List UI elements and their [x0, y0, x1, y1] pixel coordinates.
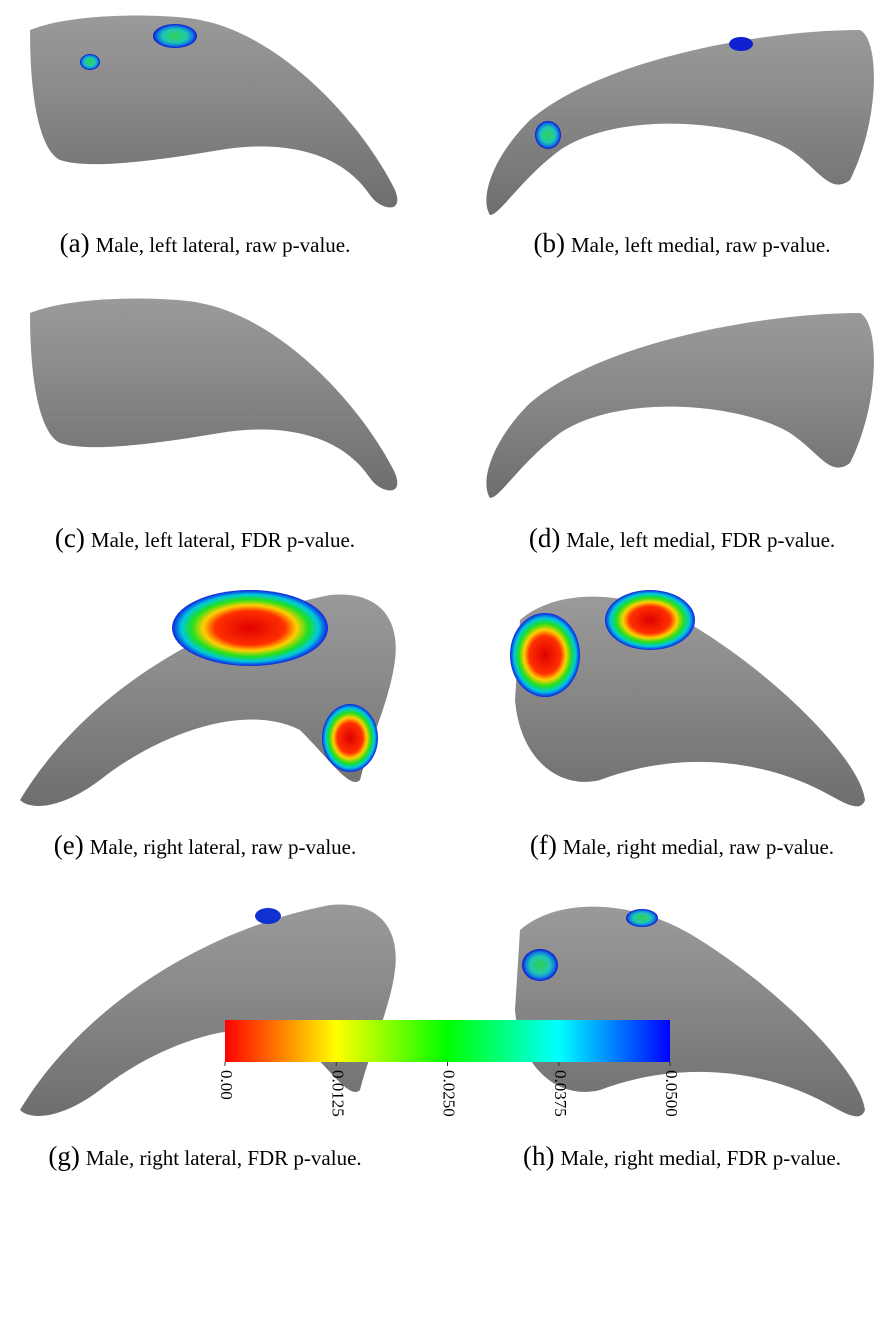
panel-label: (e): [54, 830, 84, 860]
blob: [626, 909, 658, 927]
blob: [522, 949, 558, 981]
caption: (b) Male, left medial, raw p-value.: [534, 228, 831, 258]
surface: [486, 313, 874, 498]
surface: [30, 15, 398, 208]
tick-label: 0.0250: [440, 1070, 459, 1117]
tick-label: 0.00: [217, 1070, 236, 1100]
colorbar: [225, 1020, 670, 1062]
caption: (g) Male, right lateral, FDR p-value.: [48, 1141, 361, 1171]
caption-text: Male, right lateral, raw p-value.: [90, 835, 356, 859]
caption-text: Male, right medial, FDR p-value.: [560, 1146, 841, 1170]
caption: (f) Male, right medial, raw p-value.: [530, 830, 834, 860]
panel-label: (a): [60, 228, 90, 258]
panel-label: (b): [534, 228, 565, 258]
caption-text: Male, right lateral, FDR p-value.: [86, 1146, 362, 1170]
blob: [322, 704, 378, 772]
panel-label: (f): [530, 830, 557, 860]
tick-label: 0.0125: [328, 1070, 347, 1117]
surface: [30, 298, 398, 491]
caption-text: Male, left lateral, FDR p-value.: [91, 528, 355, 552]
blob: [153, 24, 197, 48]
surfaces: [20, 15, 874, 1117]
panel-label: (d): [529, 523, 560, 553]
caption: (h) Male, right medial, FDR p-value.: [523, 1141, 841, 1171]
blob: [729, 37, 753, 51]
panel-label: (h): [523, 1141, 554, 1171]
caption: (d) Male, left medial, FDR p-value.: [529, 523, 835, 553]
blob: [80, 54, 100, 70]
blob: [535, 121, 561, 149]
caption: (e) Male, right lateral, raw p-value.: [54, 830, 356, 860]
blob: [255, 908, 281, 924]
blob: [172, 590, 328, 666]
panel-label: (g): [48, 1141, 79, 1171]
caption-text: Male, left medial, raw p-value.: [571, 233, 830, 257]
caption-text: Male, right medial, raw p-value.: [563, 835, 834, 859]
blob: [605, 590, 695, 650]
tick-label: 0.0500: [662, 1070, 681, 1117]
caption-text: Male, left lateral, raw p-value.: [96, 233, 351, 257]
blob: [510, 613, 580, 697]
tick-label: 0.0375: [551, 1070, 570, 1117]
caption-text: Male, left medial, FDR p-value.: [566, 528, 835, 552]
caption: (a) Male, left lateral, raw p-value.: [60, 228, 351, 258]
panel-label: (c): [55, 523, 85, 553]
caption: (c) Male, left lateral, FDR p-value.: [55, 523, 355, 553]
